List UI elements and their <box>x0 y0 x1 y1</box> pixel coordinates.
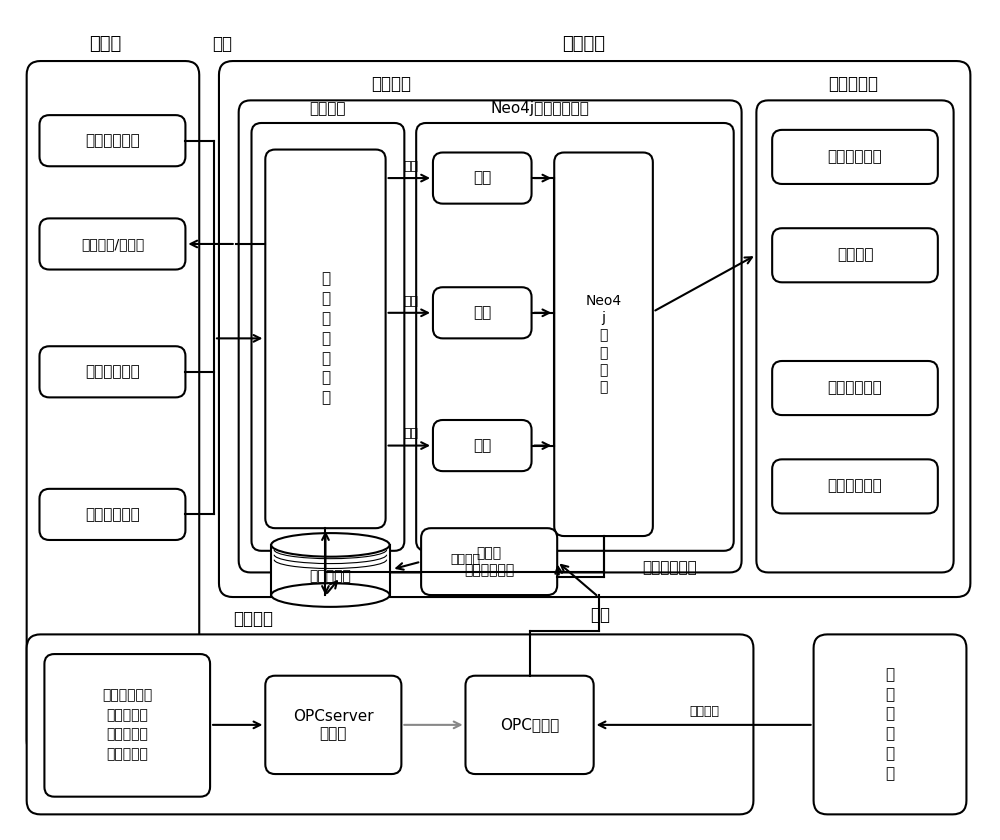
Text: 资源使用结束: 资源使用结束 <box>85 507 140 522</box>
Ellipse shape <box>271 583 390 606</box>
Text: 风洞群: 风洞群 <box>89 35 122 53</box>
FancyBboxPatch shape <box>421 528 557 595</box>
FancyBboxPatch shape <box>44 654 210 796</box>
FancyBboxPatch shape <box>265 150 386 528</box>
Text: OPCserver
服务器: OPCserver 服务器 <box>293 709 374 741</box>
Text: 锁定: 锁定 <box>473 305 491 320</box>
FancyBboxPatch shape <box>239 100 742 572</box>
FancyBboxPatch shape <box>39 115 185 166</box>
Text: 开始: 开始 <box>404 295 419 307</box>
FancyBboxPatch shape <box>772 130 938 184</box>
Text: 测点状态更新: 测点状态更新 <box>642 560 697 575</box>
Text: 动力就绪/不就绪: 动力就绪/不就绪 <box>81 237 144 251</box>
Text: Neo4j信息检索模块: Neo4j信息检索模块 <box>490 101 589 116</box>
Text: 压缩机采集器
罐群采集器
管线采集器
阀门采集器: 压缩机采集器 罐群采集器 管线采集器 阀门采集器 <box>102 689 152 761</box>
FancyBboxPatch shape <box>814 634 966 814</box>
Ellipse shape <box>271 533 390 557</box>
FancyBboxPatch shape <box>465 675 594 774</box>
Text: 算法集成: 算法集成 <box>309 101 346 116</box>
Text: 解锁: 解锁 <box>473 438 491 453</box>
Text: 信息可视化: 信息可视化 <box>828 75 878 92</box>
Text: 接口: 接口 <box>212 35 232 53</box>
Text: 拓扑结构视图: 拓扑结构视图 <box>828 149 882 164</box>
FancyBboxPatch shape <box>756 100 954 572</box>
FancyBboxPatch shape <box>219 61 970 597</box>
FancyBboxPatch shape <box>772 361 938 415</box>
Bar <box>271 545 390 595</box>
Text: 动力现场: 动力现场 <box>233 610 273 627</box>
Text: 违规统计: 违规统计 <box>837 247 873 262</box>
FancyBboxPatch shape <box>252 123 404 551</box>
Text: 结束: 结束 <box>404 428 419 440</box>
FancyBboxPatch shape <box>416 123 734 551</box>
Text: Neo4
j
拓
扑
结
构: Neo4 j 拓 扑 结 构 <box>585 294 622 395</box>
Text: 资源使用开始: 资源使用开始 <box>85 365 140 380</box>
FancyBboxPatch shape <box>39 489 185 540</box>
FancyBboxPatch shape <box>39 218 185 270</box>
FancyBboxPatch shape <box>27 61 199 754</box>
Text: 遍历: 遍历 <box>473 171 491 186</box>
Text: 接口: 接口 <box>591 606 611 624</box>
Text: 中心数据库: 中心数据库 <box>309 569 351 583</box>
Text: 资源使用请求: 资源使用请求 <box>85 134 140 148</box>
Text: 动力调度: 动力调度 <box>562 35 605 53</box>
FancyBboxPatch shape <box>772 228 938 282</box>
Text: OPC客户端: OPC客户端 <box>500 717 559 732</box>
FancyBboxPatch shape <box>554 153 653 536</box>
Text: 远
程
指
挥
调
度: 远 程 指 挥 调 度 <box>885 667 894 781</box>
FancyBboxPatch shape <box>433 287 532 339</box>
FancyBboxPatch shape <box>433 153 532 203</box>
Text: 调度中心: 调度中心 <box>372 75 412 92</box>
FancyBboxPatch shape <box>772 459 938 513</box>
FancyBboxPatch shape <box>433 420 532 471</box>
FancyBboxPatch shape <box>27 634 753 814</box>
Text: 压缩机
参数处理模块: 压缩机 参数处理模块 <box>464 547 514 577</box>
Text: 信息日志管理: 信息日志管理 <box>828 479 882 493</box>
Text: 调
度
算
法
／
规
则: 调 度 算 法 ／ 规 则 <box>321 271 330 405</box>
Text: 返回结果: 返回结果 <box>450 554 480 566</box>
Text: 消耗计量统计: 消耗计量统计 <box>828 380 882 395</box>
Text: 控制指令: 控制指令 <box>689 705 719 717</box>
Text: 请求: 请求 <box>404 160 419 173</box>
FancyBboxPatch shape <box>265 675 401 774</box>
FancyBboxPatch shape <box>39 346 185 397</box>
